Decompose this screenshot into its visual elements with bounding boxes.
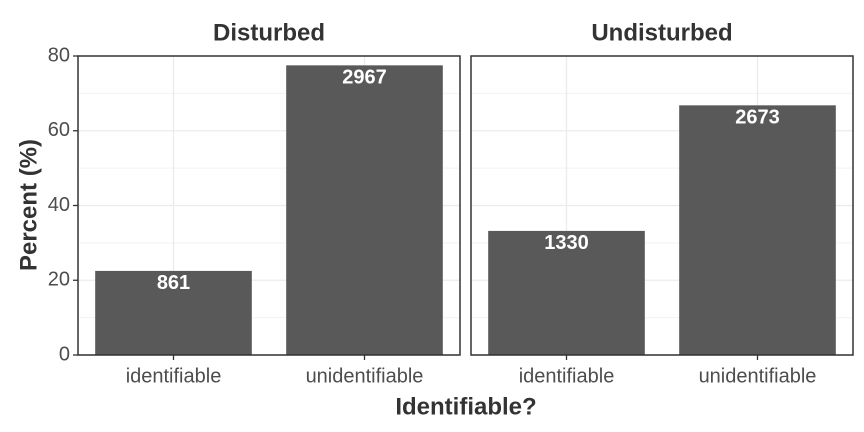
data-label: 1330	[544, 232, 589, 254]
panel-border	[77, 55, 461, 356]
bar	[488, 230, 645, 355]
data-label: 2673	[735, 107, 780, 129]
y-tick-label: 20	[48, 269, 70, 291]
x-tick-label: unidentifiable	[699, 365, 817, 387]
x-axis-title: Identifiable?	[395, 393, 536, 420]
bar	[95, 270, 252, 355]
data-label: 861	[157, 272, 190, 294]
bar	[679, 105, 836, 356]
x-tick-label: identifiable	[126, 365, 222, 387]
y-tick-label: 60	[48, 119, 70, 141]
x-tick-label: identifiable	[519, 365, 615, 387]
y-tick-label: 0	[59, 343, 70, 365]
strip-title: Undisturbed	[591, 19, 732, 46]
y-tick-label: 40	[48, 194, 70, 216]
panel-border	[470, 55, 854, 356]
y-tick-label: 80	[48, 44, 70, 66]
y-axis-title: Percent (%)	[15, 139, 42, 271]
data-label: 2967	[342, 67, 387, 89]
strip-title: Disturbed	[213, 19, 325, 46]
bar	[286, 65, 443, 355]
x-tick-label: unidentifiable	[306, 365, 424, 387]
